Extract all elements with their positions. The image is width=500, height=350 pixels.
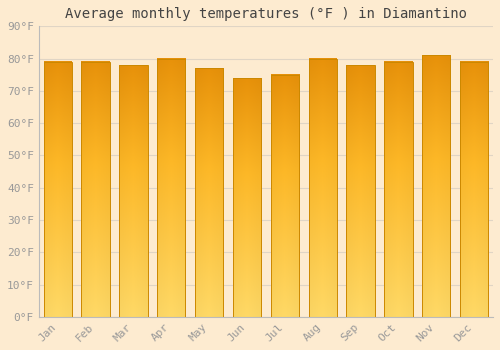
- Bar: [157, 58, 186, 317]
- Bar: [422, 55, 450, 317]
- Bar: [308, 58, 337, 317]
- Bar: [119, 65, 148, 317]
- Bar: [346, 65, 375, 317]
- Bar: [384, 62, 412, 317]
- Bar: [270, 75, 299, 317]
- Title: Average monthly temperatures (°F ) in Diamantino: Average monthly temperatures (°F ) in Di…: [65, 7, 467, 21]
- Bar: [233, 78, 261, 317]
- Bar: [460, 62, 488, 317]
- Bar: [44, 62, 72, 317]
- Bar: [195, 68, 224, 317]
- Bar: [82, 62, 110, 317]
